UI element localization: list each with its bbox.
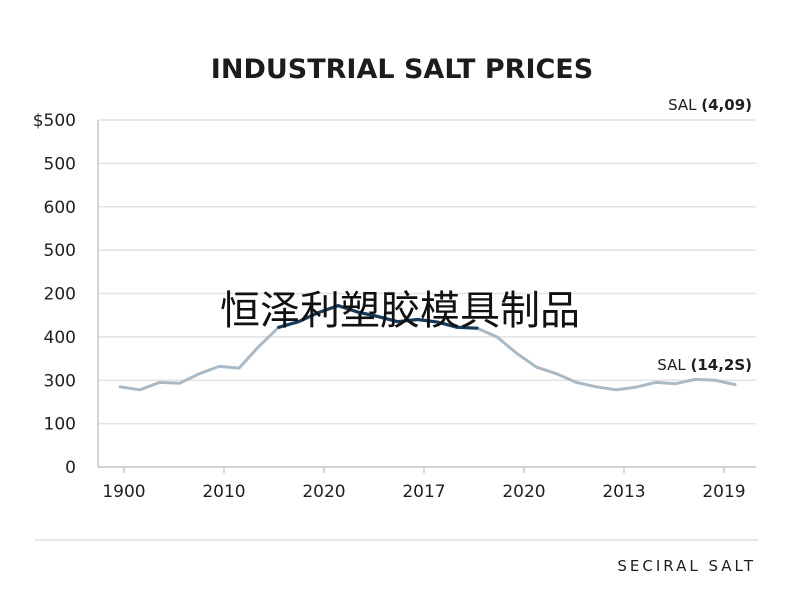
y-tick-label: 400 bbox=[44, 328, 76, 348]
annotation-top-label: SAL bbox=[668, 96, 697, 114]
annotation-top-value: (4,09) bbox=[701, 96, 752, 114]
y-tick-label: 500 bbox=[44, 241, 76, 261]
annotation-bottom-value: (14,2S) bbox=[690, 356, 752, 374]
series bbox=[118, 304, 737, 392]
y-tick-label: 300 bbox=[44, 371, 76, 391]
y-tick-label: 200 bbox=[44, 285, 76, 305]
annotation-bottom-label: SAL bbox=[657, 356, 686, 374]
y-axis: $500 500 600 500 200 400 300 100 0 bbox=[33, 111, 99, 478]
y-tick-label: 100 bbox=[44, 415, 76, 435]
source-label: SECIRAL SALT bbox=[617, 557, 756, 575]
x-axis: 1900 2010 2020 2017 2020 2013 2019 bbox=[98, 466, 756, 502]
x-tick-label: 2020 bbox=[502, 482, 545, 502]
annotation-top: SAL (4,09) bbox=[668, 96, 752, 114]
y-tick-label: 0 bbox=[65, 458, 76, 478]
annotation-bottom: SAL (14,2S) bbox=[657, 356, 752, 374]
x-tick-label: 2017 bbox=[402, 482, 445, 502]
x-tick-label: 2010 bbox=[202, 482, 245, 502]
y-tick-label: 600 bbox=[44, 198, 76, 218]
y-tick-label: 500 bbox=[44, 154, 76, 174]
chart-title: INDUSTRIAL SALT PRICES bbox=[211, 54, 593, 85]
watermark: 恒泽利塑胶模具制品 bbox=[220, 288, 580, 334]
series-highlight bbox=[277, 304, 479, 330]
x-tick-label: 1900 bbox=[102, 482, 145, 502]
x-tick-label: 2013 bbox=[602, 482, 645, 502]
y-tick-label: $500 bbox=[33, 111, 76, 131]
x-tick-label: 2019 bbox=[702, 482, 745, 502]
x-tick-label: 2020 bbox=[302, 482, 345, 502]
